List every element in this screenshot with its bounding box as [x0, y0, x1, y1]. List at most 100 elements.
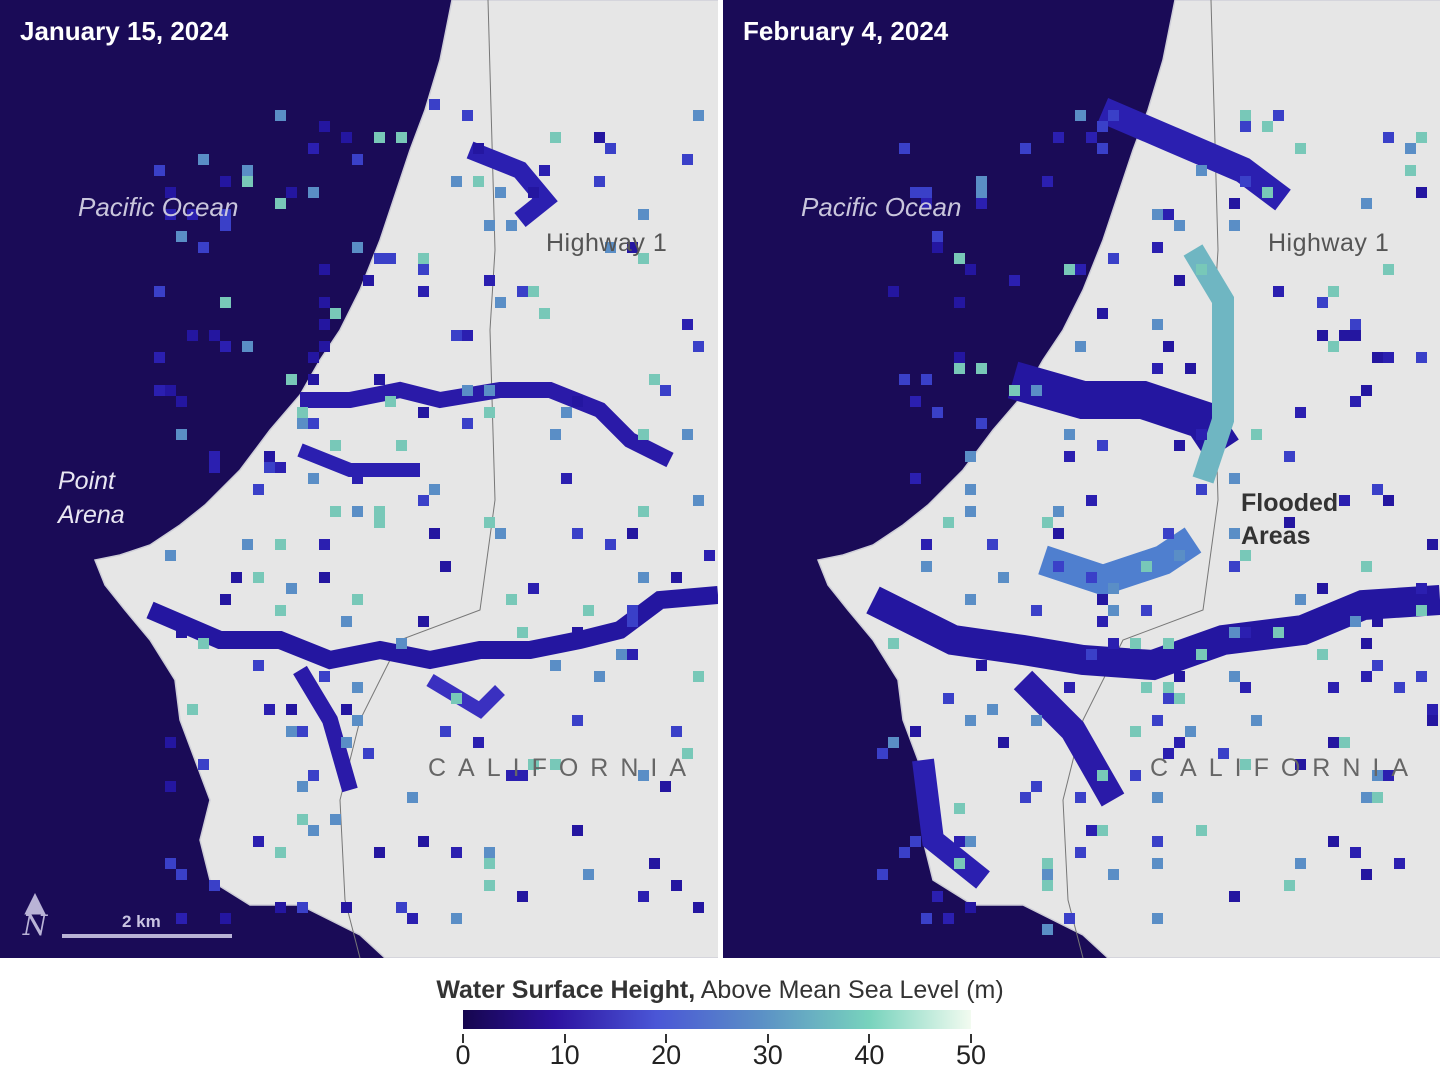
- flood-pixel: [1339, 330, 1350, 341]
- flood-pixel: [308, 187, 319, 198]
- flood-pixel: [921, 198, 932, 209]
- ocean-label: Pacific Ocean: [801, 192, 962, 222]
- flood-pixel: [209, 462, 220, 473]
- flood-pixel: [484, 847, 495, 858]
- flood-pixel: [1317, 583, 1328, 594]
- point-arena-label: Point Arena: [58, 464, 125, 532]
- flood-pixel: [352, 473, 363, 484]
- flood-pixel: [1383, 352, 1394, 363]
- flood-pixel: [308, 825, 319, 836]
- flood-pixel: [1372, 660, 1383, 671]
- flood-pixel: [1152, 209, 1163, 220]
- highway-label: Highway 1: [1268, 229, 1390, 257]
- flood-pixel: [429, 99, 440, 110]
- flood-pixel: [374, 253, 385, 264]
- panel-date: January 15, 2024: [20, 16, 229, 46]
- flood-pixel: [319, 297, 330, 308]
- flood-pixel: [649, 374, 660, 385]
- flood-pixel: [1097, 616, 1108, 627]
- flood-pixel: [605, 242, 616, 253]
- flood-pixel: [910, 187, 921, 198]
- flood-pixel: [330, 506, 341, 517]
- flood-pixel: [1196, 825, 1207, 836]
- flood-pixel: [484, 275, 495, 286]
- flood-pixel: [1229, 891, 1240, 902]
- legend-tick-label: 20: [651, 1040, 682, 1070]
- flood-pixel: [1075, 847, 1086, 858]
- flood-pixel: [605, 539, 616, 550]
- flood-pixel: [1053, 132, 1064, 143]
- flood-pixel: [341, 132, 352, 143]
- flood-label-line2: Areas: [1241, 522, 1311, 550]
- legend-tick-mark: [970, 1034, 972, 1043]
- flood-pixel: [275, 847, 286, 858]
- flood-pixel: [1163, 209, 1174, 220]
- flood-pixel: [1240, 682, 1251, 693]
- flood-pixel: [899, 374, 910, 385]
- flood-pixel: [154, 385, 165, 396]
- flood-pixel: [1075, 110, 1086, 121]
- region-label: CALIFORNIA: [428, 754, 699, 782]
- flood-pixel: [1042, 880, 1053, 891]
- flood-pixel: [1086, 572, 1097, 583]
- flood-pixel: [1163, 528, 1174, 539]
- flood-pixel: [198, 638, 209, 649]
- flood-pixel: [407, 913, 418, 924]
- highway-label: Highway 1: [546, 229, 668, 257]
- flood-pixel: [1097, 407, 1108, 418]
- flood-pixel: [1240, 121, 1251, 132]
- flood-pixel: [220, 209, 231, 220]
- legend-tick-label: 40: [854, 1040, 885, 1070]
- flood-pixel: [910, 836, 921, 847]
- flood-pixel: [1053, 506, 1064, 517]
- flood-pixel: [1196, 649, 1207, 660]
- flood-pixel: [1152, 363, 1163, 374]
- flood-pixel: [649, 858, 660, 869]
- flooded-channel: [297, 443, 420, 477]
- flood-pixel: [627, 242, 638, 253]
- flood-pixel: [1262, 121, 1273, 132]
- flood-pixel: [910, 396, 921, 407]
- flood-pixel: [1295, 616, 1306, 627]
- map-panel-january: January 15, 2024 Pacific Ocean Highway 1…: [0, 0, 718, 958]
- flood-pixel: [1152, 858, 1163, 869]
- flood-pixel: [1174, 275, 1185, 286]
- flood-pixel: [517, 627, 528, 638]
- flood-pixel: [1229, 528, 1240, 539]
- flood-pixel: [1229, 671, 1240, 682]
- flood-pixel: [877, 748, 888, 759]
- flood-pixel: [341, 704, 352, 715]
- flood-pixel: [440, 726, 451, 737]
- flood-pixel: [165, 385, 176, 396]
- flood-pixel: [209, 880, 220, 891]
- flood-pixel: [275, 110, 286, 121]
- flood-pixel: [1284, 880, 1295, 891]
- flood-pixel: [187, 209, 198, 220]
- flood-pixel: [198, 242, 209, 253]
- flood-pixel: [965, 506, 976, 517]
- flood-pixel: [418, 253, 429, 264]
- flood-pixel: [998, 737, 1009, 748]
- flood-pixel: [506, 770, 517, 781]
- flood-pixel: [220, 220, 231, 231]
- flood-pixel: [1361, 792, 1372, 803]
- flood-pixel: [1152, 792, 1163, 803]
- flood-pixel: [275, 605, 286, 616]
- flooded-channel: [1097, 98, 1291, 211]
- flood-pixel: [638, 506, 649, 517]
- flood-pixel: [1328, 341, 1339, 352]
- flood-pixel: [176, 396, 187, 407]
- flood-pixel: [154, 286, 165, 297]
- flood-pixel: [1042, 858, 1053, 869]
- flooded-areas-label: Flooded Areas: [1241, 487, 1338, 553]
- flood-pixel: [1174, 550, 1185, 561]
- flood-pixel: [1108, 583, 1119, 594]
- flood-pixel: [176, 869, 187, 880]
- flood-pixel: [1339, 737, 1350, 748]
- flood-pixel: [693, 341, 704, 352]
- flood-pixel: [1339, 495, 1350, 506]
- flooded-channel: [1183, 244, 1234, 484]
- flood-pixel: [1372, 792, 1383, 803]
- flood-pixel: [1196, 484, 1207, 495]
- legend-title-bold: Water Surface Height,: [436, 976, 696, 1004]
